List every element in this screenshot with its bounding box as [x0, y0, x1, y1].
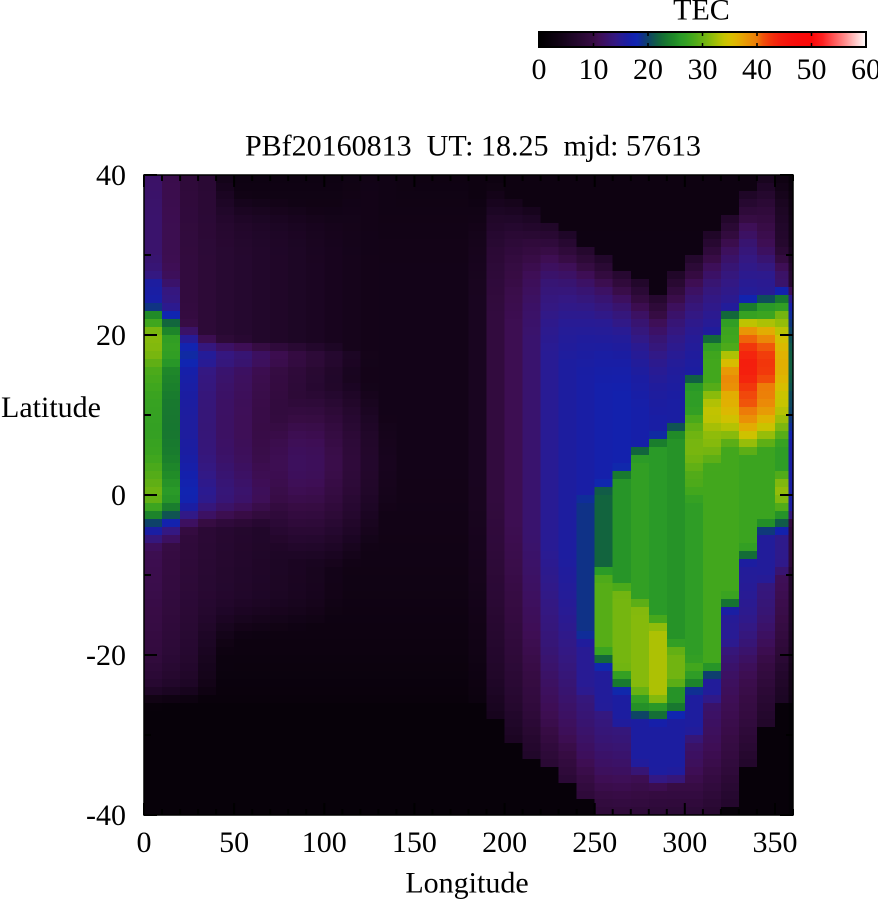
svg-text:30: 30 [688, 53, 718, 86]
svg-text:40: 40 [96, 159, 126, 192]
svg-text:Longitude: Longitude [405, 867, 528, 900]
svg-text:40: 40 [742, 53, 772, 86]
svg-text:0: 0 [111, 479, 126, 512]
svg-text:Latitude: Latitude [1, 391, 101, 424]
svg-text:200: 200 [482, 826, 527, 859]
svg-text:50: 50 [219, 826, 249, 859]
svg-text:TEC: TEC [673, 0, 730, 27]
svg-text:20: 20 [96, 319, 126, 352]
svg-text:-20: -20 [86, 639, 126, 672]
svg-text:60: 60 [851, 53, 878, 86]
svg-text:300: 300 [662, 826, 707, 859]
svg-text:-40: -40 [86, 799, 126, 832]
svg-text:150: 150 [392, 826, 437, 859]
svg-text:0: 0 [532, 53, 547, 86]
svg-text:350: 350 [753, 826, 798, 859]
svg-text:50: 50 [797, 53, 827, 86]
svg-text:10: 10 [579, 53, 609, 86]
svg-text:0: 0 [137, 826, 152, 859]
svg-text:20: 20 [633, 53, 663, 86]
svg-text:PBf20160813 UT: 18.25 mjd: 5: PBf20160813 UT: 18.25 mjd: 57613 [245, 130, 701, 163]
svg-text:250: 250 [572, 826, 617, 859]
svg-text:100: 100 [302, 826, 347, 859]
